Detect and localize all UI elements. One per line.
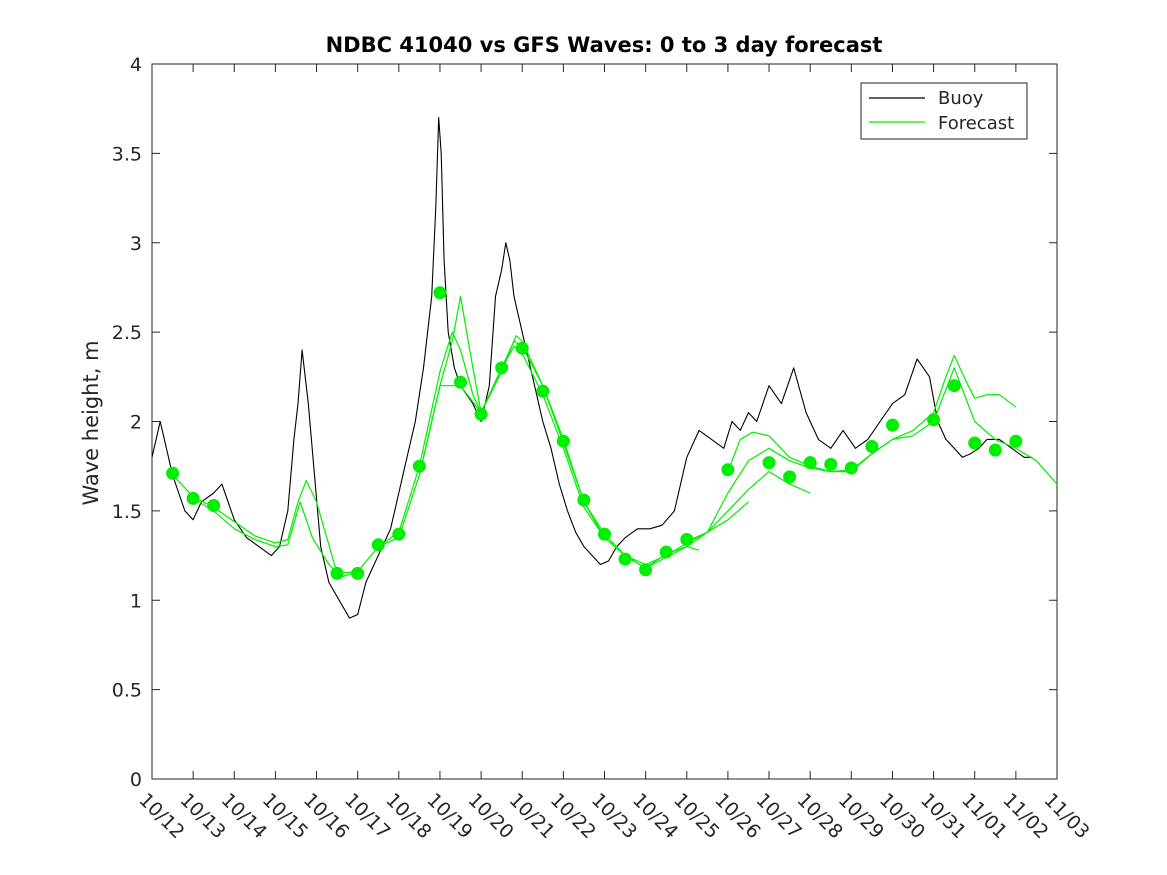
forecast-marker [454,375,467,389]
x-tick-label: 11/02 [998,789,1052,843]
forecast-marker [392,527,406,541]
forecast-marker [412,459,426,473]
forecast-marker [598,527,611,541]
forecast-marker [947,379,961,393]
forecast-marker [762,456,776,470]
forecast-marker [166,466,180,480]
legend-box [860,82,1028,140]
plot-area: 00.511.522.533.5410/1210/1310/1410/1510/… [112,54,1094,843]
x-tick-label: 10/29 [834,789,888,843]
y-tick-label: 2 [130,412,142,434]
y-tick-label: 1.5 [112,501,142,523]
y-tick-label: 4 [130,54,142,76]
x-tick-label: 10/23 [587,789,641,843]
y-tick-label: 3.5 [112,143,142,165]
forecast-series-line-7 [727,354,1017,473]
x-tick-label: 10/22 [546,789,600,843]
x-tick-label: 10/18 [381,789,435,843]
y-tick-label: 3 [130,233,142,255]
forecast-marker [351,566,365,580]
forecast-marker [1009,434,1023,448]
x-tick-label: 11/01 [957,789,1011,843]
x-tick-label: 10/13 [176,789,230,843]
x-tick-label: 10/16 [299,789,353,843]
forecast-marker [618,552,632,566]
x-tick-label: 10/26 [710,789,764,843]
forecast-marker [988,443,1002,457]
y-tick-label: 2.5 [112,322,142,344]
forecast-marker [680,533,694,546]
forecast-marker [515,341,529,355]
y-tick-label: 1 [130,590,142,612]
forecast-series-line-4 [378,295,749,566]
forecast-marker [865,440,879,453]
x-tick-label: 10/31 [916,789,970,843]
forecast-marker [474,407,488,421]
legend-buoy-label: Buoy [938,88,984,109]
x-tick-label: 10/30 [875,789,929,843]
forecast-marker [536,384,550,398]
plot-frame [151,63,1058,780]
forecast-marker [824,457,838,471]
forecast-marker [495,361,509,375]
x-tick-label: 10/15 [258,789,312,843]
x-tick-label: 11/03 [1039,789,1093,843]
chart-title: NDBC 41040 vs GFS Waves: 0 to 3 day fore… [326,33,883,57]
legend: Buoy Forecast [860,82,1028,140]
forecast-marker [577,493,591,507]
forecast-marker [433,286,447,300]
x-tick-label: 10/21 [505,789,559,843]
forecast-marker [968,436,982,450]
forecast-marker [659,545,673,559]
x-tick-label: 10/25 [669,789,723,843]
forecast-marker [803,456,817,470]
y-axis-label: Wave height, m [79,340,103,505]
x-tick-label: 10/27 [752,789,806,843]
x-tick-label: 10/20 [464,789,518,843]
forecast-marker [927,413,941,427]
y-tick-label: 0.5 [112,680,142,702]
forecast-marker [207,499,221,512]
buoy-series-line [151,117,1033,619]
forecast-marker [783,470,797,484]
forecast-marker [844,461,858,475]
forecast-marker [886,418,899,432]
x-tick-label: 10/24 [628,789,682,843]
x-tick-label: 10/19 [422,789,476,843]
x-tick-label: 10/17 [340,789,394,843]
legend-forecast-label: Forecast [938,113,1014,134]
forecast-series-line-1 [172,474,338,574]
forecast-marker [186,491,200,505]
forecast-marker [371,538,385,552]
forecast-marker [721,463,735,477]
x-tick-label: 10/12 [134,789,188,843]
forecast-marker [556,434,570,448]
forecast-marker [330,566,344,580]
y-tick-label: 0 [130,769,142,791]
x-tick-label: 10/14 [217,789,271,843]
forecast-marker [639,563,653,577]
x-tick-label: 10/28 [793,789,847,843]
